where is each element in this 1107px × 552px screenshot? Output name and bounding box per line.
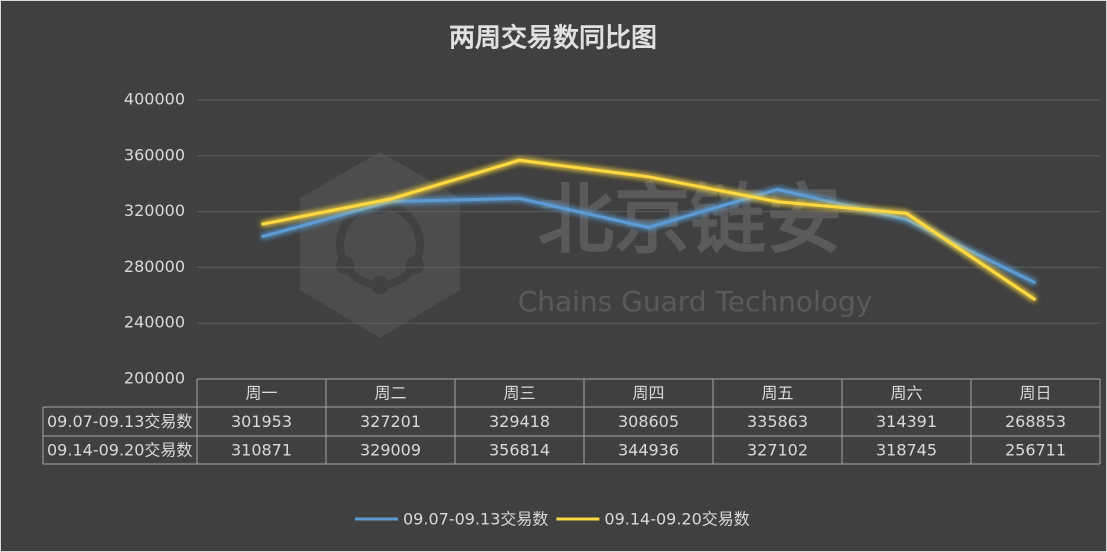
legend-label: 09.14-09.20交易数	[604, 510, 749, 529]
series-line	[261, 158, 1037, 302]
table-cell: 314391	[876, 412, 937, 431]
table-cell: 308605	[618, 412, 679, 431]
series-line	[261, 187, 1037, 285]
x-tick-label: 周日	[1019, 384, 1051, 403]
table-cell: 356814	[489, 441, 550, 460]
y-tick-label: 360000	[124, 145, 185, 164]
table-cell: 344936	[618, 441, 679, 460]
legend-label: 09.07-09.13交易数	[403, 510, 548, 529]
x-tick-label: 周六	[890, 384, 922, 403]
table-cell: 301953	[231, 412, 292, 431]
x-tick-label: 周一	[245, 384, 277, 403]
y-tick-label: 400000	[124, 90, 185, 109]
y-tick-label: 280000	[124, 257, 185, 276]
table-cell: 329418	[489, 412, 550, 431]
table-cell: 268853	[1005, 412, 1066, 431]
table-cell: 329009	[360, 441, 421, 460]
chart-title: 两周交易数同比图	[449, 23, 657, 54]
x-tick-label: 周四	[632, 384, 664, 403]
table-cell: 310871	[231, 441, 292, 460]
table-row-label: 09.14-09.20交易数	[47, 441, 192, 460]
y-tick-label: 200000	[124, 369, 185, 388]
table-row-label: 09.07-09.13交易数	[47, 412, 192, 431]
watermark-subtitle: Chains Guard Technology	[518, 285, 873, 318]
x-tick-label: 周五	[761, 384, 793, 403]
table-cell: 318745	[876, 441, 937, 460]
x-tick-label: 周三	[503, 384, 535, 403]
y-tick-label: 320000	[124, 201, 185, 220]
y-tick-label: 240000	[124, 313, 185, 332]
table-cell: 256711	[1005, 441, 1066, 460]
table-cell: 335863	[747, 412, 808, 431]
table-cell: 327102	[747, 441, 808, 460]
table-cell: 327201	[360, 412, 421, 431]
watermark: 北京链安	[538, 175, 842, 264]
x-tick-label: 周二	[374, 384, 406, 403]
